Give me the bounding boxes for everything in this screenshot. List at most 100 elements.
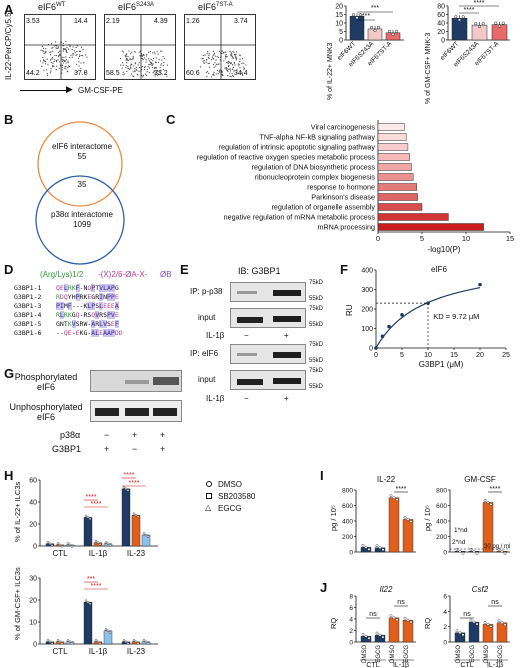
- enrichment-bar: [377, 193, 418, 201]
- residue: P: [106, 293, 111, 301]
- flow-dot: [156, 51, 158, 53]
- flow-dot: [54, 54, 56, 56]
- x-tick-label: 20: [476, 352, 484, 359]
- residue: R: [79, 320, 84, 328]
- panel-e-letter: E: [180, 262, 189, 277]
- flow-dot: [221, 52, 223, 54]
- flow-dot: [155, 67, 157, 69]
- data-point: [406, 518, 410, 521]
- flow-dot: [76, 63, 78, 66]
- flow-dot: [223, 60, 225, 62]
- chart-title: eIF6: [431, 265, 448, 274]
- flow-dot: [54, 45, 56, 47]
- data-point: [84, 514, 88, 518]
- term-label: mRNA processing: [317, 223, 375, 232]
- flow-dot: [208, 72, 210, 74]
- flow-dot: [231, 54, 233, 56]
- flow-dot: [230, 76, 232, 78]
- flow-dot: [123, 73, 125, 75]
- flow-dot: [217, 56, 219, 58]
- flow-dot: [241, 62, 243, 64]
- band-lane-1: [237, 379, 263, 385]
- residue: S: [106, 320, 111, 328]
- sig-stars: ****: [91, 501, 102, 508]
- band-lane-2: [273, 378, 301, 384]
- flow-dot: [166, 64, 168, 66]
- motif-row-name: G3BP1-4: [14, 311, 42, 319]
- sig-stars: ****: [464, 7, 475, 14]
- flow-dot: [230, 52, 232, 54]
- data-point: [134, 640, 138, 644]
- y-tick-label: 400: [342, 519, 353, 526]
- flow-dot: [133, 65, 135, 67]
- flow-dot: [71, 48, 73, 51]
- residue: A: [106, 284, 111, 292]
- x-tick-label: EGCG: [376, 645, 382, 663]
- enrichment-bar: [377, 203, 423, 211]
- detection-limit-label: 30 pg / ml: [484, 544, 510, 550]
- data-point: [60, 642, 64, 645]
- legend-square-icon: [206, 493, 212, 499]
- flow-dot: [152, 57, 155, 60]
- enrichment-bar: [377, 143, 409, 151]
- y-tick-label: 400: [361, 268, 373, 275]
- flow-dot: [235, 59, 238, 61]
- bar: [402, 519, 414, 553]
- flow-dot: [232, 68, 234, 71]
- data-point: [403, 516, 407, 519]
- unphos-label: Unphosphorylated eIF6: [9, 402, 83, 422]
- flow-dot: [232, 57, 234, 60]
- flow-dot: [155, 57, 157, 59]
- flow-dot: [50, 70, 52, 72]
- flow-dot: [51, 47, 53, 49]
- flow-dot: [77, 71, 79, 73]
- blot-e-title: IB: G3BP1: [238, 266, 281, 276]
- kd-marker: 75kD: [309, 306, 324, 312]
- motif-part-c: ØB: [160, 270, 172, 279]
- flow-dot: [58, 67, 60, 69]
- residue: A: [114, 302, 119, 310]
- flow-dot: [135, 68, 137, 70]
- data-point: [108, 631, 112, 634]
- flow-dot: [62, 59, 64, 61]
- flow-dot: [229, 72, 231, 74]
- bar-dmso: [83, 517, 93, 547]
- flow-dot: [146, 68, 148, 71]
- y-tick-label: 30: [29, 576, 37, 583]
- data-point: [355, 16, 359, 20]
- quad-ur: 3.74: [234, 18, 248, 25]
- data-point: [389, 494, 393, 498]
- flow-dot: [72, 54, 74, 56]
- data-point: [96, 640, 100, 644]
- data-point: [387, 29, 392, 33]
- flow-dot: [157, 53, 159, 55]
- flow-dot: [130, 63, 132, 65]
- sign: −: [132, 444, 138, 454]
- residue: P: [110, 329, 115, 337]
- flow-dot: [74, 51, 76, 53]
- flow-dot: [143, 57, 146, 59]
- data-point: [124, 640, 128, 644]
- residue: E: [67, 329, 72, 337]
- ns-label: ns: [463, 611, 471, 618]
- flow-dot: [84, 71, 86, 74]
- residue: Q: [63, 329, 68, 337]
- residue: E: [59, 284, 64, 292]
- term-label: response to hormone: [307, 183, 375, 192]
- flow-dot: [55, 61, 58, 63]
- flow-dot: [127, 65, 129, 68]
- flow-dot: [41, 65, 43, 67]
- flow-dot: [203, 59, 205, 62]
- motif-row-seq: --QE-EKG-ALEAAPDD: [56, 329, 123, 337]
- flow-dot: [44, 60, 46, 62]
- chart-gmcsf-ilc3: 0 10 20 30 CTL IL-1β IL-23 % of GM-CSF+ ILC3s **…: [13, 567, 158, 656]
- panel-a-letter: A: [4, 2, 14, 17]
- blot-g-unphos: [90, 400, 182, 422]
- residue: G: [91, 293, 96, 301]
- x-tick-label: IL-1β: [89, 549, 108, 558]
- data-point: [500, 621, 504, 625]
- x-tick-label: 10: [462, 234, 470, 243]
- flow-dot: [69, 56, 71, 59]
- motif-row-seq: RLRKGQ-RSQVRSPVE: [56, 311, 119, 319]
